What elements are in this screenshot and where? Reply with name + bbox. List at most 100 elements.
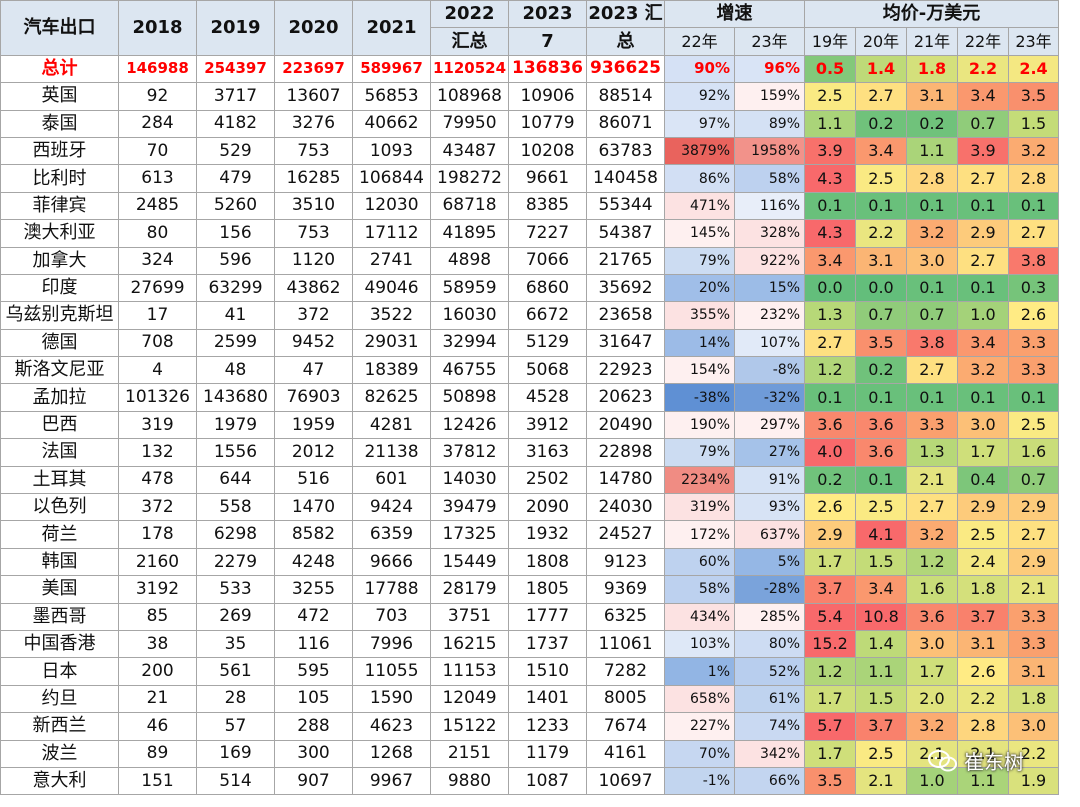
volume-cell[interactable]: 4182 xyxy=(196,109,275,138)
volume-cell[interactable]: 372 xyxy=(274,301,353,330)
volume-cell[interactable]: 1805 xyxy=(508,575,587,604)
volume-cell[interactable]: 29031 xyxy=(352,328,431,358)
volume-cell[interactable]: 132 xyxy=(118,438,197,467)
avg-price-cell[interactable]: 3.0 xyxy=(1008,712,1059,741)
avg-price-cell[interactable]: 2.5 xyxy=(855,493,907,522)
growth-cell[interactable]: 232% xyxy=(734,301,805,330)
growth-cell[interactable]: -8% xyxy=(734,356,805,385)
avg-price-cell[interactable]: 1.7 xyxy=(804,547,856,577)
avg-price-cell[interactable]: 2.8 xyxy=(957,712,1009,741)
avg-price-cell[interactable]: 1.1 xyxy=(957,766,1009,796)
avg-price-cell[interactable]: 5.4 xyxy=(804,602,856,631)
avg-price-cell[interactable]: 1.8 xyxy=(906,54,958,84)
avg-price-cell[interactable]: 2.9 xyxy=(1008,547,1059,577)
volume-cell[interactable]: 2279 xyxy=(196,547,275,577)
growth-cell[interactable]: 107% xyxy=(734,328,805,358)
volume-cell[interactable]: 3717 xyxy=(196,82,275,111)
avg-price-cell[interactable]: 2.4 xyxy=(957,547,1009,577)
growth-cell[interactable]: 90% xyxy=(664,54,735,84)
volume-cell[interactable]: 20623 xyxy=(586,383,665,412)
avg-price-cell[interactable]: 1.1 xyxy=(906,136,958,166)
volume-cell[interactable]: 5068 xyxy=(508,356,587,385)
avg-price-cell[interactable]: 2.2 xyxy=(957,54,1009,84)
avg-price-cell[interactable]: 1.9 xyxy=(1008,766,1059,796)
volume-cell[interactable]: 43862 xyxy=(274,273,353,303)
growth-cell[interactable]: 103% xyxy=(664,629,735,659)
volume-cell[interactable]: 10779 xyxy=(508,109,587,138)
country-name[interactable]: 约旦 xyxy=(0,684,119,714)
avg-price-cell[interactable]: 1.7 xyxy=(804,739,856,768)
avg-price-cell[interactable]: 0.1 xyxy=(804,383,856,412)
avg-price-cell[interactable]: 3.6 xyxy=(855,410,907,440)
avg-price-cell[interactable]: 3.3 xyxy=(1008,629,1059,659)
avg-price-cell[interactable]: 3.3 xyxy=(906,410,958,440)
growth-cell[interactable]: 227% xyxy=(664,712,735,741)
volume-cell[interactable]: 1401 xyxy=(508,684,587,714)
avg-price-cell[interactable]: 0.4 xyxy=(957,465,1009,495)
growth-cell[interactable]: -32% xyxy=(734,383,805,412)
volume-cell[interactable]: 1932 xyxy=(508,520,587,549)
volume-cell[interactable]: 105 xyxy=(274,684,353,714)
volume-cell[interactable]: 1979 xyxy=(196,410,275,440)
avg-price-cell[interactable]: 4.3 xyxy=(804,164,856,193)
volume-cell[interactable]: 85 xyxy=(118,602,197,631)
volume-cell[interactable]: 9661 xyxy=(508,164,587,193)
avg-price-cell[interactable]: 2.5 xyxy=(855,164,907,193)
volume-cell[interactable]: 151 xyxy=(118,766,197,796)
country-name[interactable]: 加拿大 xyxy=(0,246,119,275)
avg-price-cell[interactable]: 3.6 xyxy=(906,602,958,631)
volume-cell[interactable]: 533 xyxy=(196,575,275,604)
volume-cell[interactable]: 11055 xyxy=(352,657,431,686)
volume-cell[interactable]: 12030 xyxy=(352,191,431,221)
avg-price-cell[interactable]: 2.0 xyxy=(906,684,958,714)
volume-cell[interactable]: 5260 xyxy=(196,191,275,221)
volume-cell[interactable]: 46755 xyxy=(430,356,509,385)
volume-cell[interactable]: 48 xyxy=(196,356,275,385)
volume-cell[interactable]: 708 xyxy=(118,328,197,358)
avg-price-cell[interactable]: 0.5 xyxy=(804,54,856,84)
volume-cell[interactable]: 27699 xyxy=(118,273,197,303)
volume-cell[interactable]: 7227 xyxy=(508,219,587,248)
volume-cell[interactable]: 2741 xyxy=(352,246,431,275)
volume-cell[interactable]: 907 xyxy=(274,766,353,796)
growth-cell[interactable]: 80% xyxy=(734,629,805,659)
growth-cell[interactable]: 27% xyxy=(734,438,805,467)
volume-cell[interactable]: 4528 xyxy=(508,383,587,412)
growth-cell[interactable]: 319% xyxy=(664,493,735,522)
growth-cell[interactable]: 60% xyxy=(664,547,735,577)
country-name[interactable]: 孟加拉 xyxy=(0,383,119,412)
growth-cell[interactable]: 20% xyxy=(664,273,735,303)
avg-price-cell[interactable]: 3.3 xyxy=(1008,356,1059,385)
avg-price-cell[interactable]: 2.9 xyxy=(957,219,1009,248)
volume-cell[interactable]: 3751 xyxy=(430,602,509,631)
avg-price-cell[interactable]: 2.4 xyxy=(1008,54,1059,84)
volume-cell[interactable]: 12049 xyxy=(430,684,509,714)
avg-price-cell[interactable]: 0.1 xyxy=(855,383,907,412)
avg-price-cell[interactable]: 3.2 xyxy=(957,356,1009,385)
volume-cell[interactable]: 319 xyxy=(118,410,197,440)
growth-cell[interactable]: 93% xyxy=(734,493,805,522)
avg-price-cell[interactable]: 0.3 xyxy=(1008,273,1059,303)
avg-price-cell[interactable]: 1.7 xyxy=(906,657,958,686)
volume-cell[interactable]: 7066 xyxy=(508,246,587,275)
growth-cell[interactable]: 172% xyxy=(664,520,735,549)
volume-cell[interactable]: 223697 xyxy=(274,54,353,84)
country-name[interactable]: 美国 xyxy=(0,575,119,604)
growth-cell[interactable]: 328% xyxy=(734,219,805,248)
growth-cell[interactable]: 79% xyxy=(664,246,735,275)
avg-price-cell[interactable]: 0.7 xyxy=(855,301,907,330)
avg-price-cell[interactable]: 2.1 xyxy=(1008,575,1059,604)
avg-price-cell[interactable]: 0.1 xyxy=(906,191,958,221)
volume-cell[interactable]: 21765 xyxy=(586,246,665,275)
avg-price-cell[interactable]: 0.1 xyxy=(855,465,907,495)
avg-price-cell[interactable]: 3.0 xyxy=(906,246,958,275)
volume-cell[interactable]: 47 xyxy=(274,356,353,385)
avg-price-cell[interactable]: 0.2 xyxy=(855,356,907,385)
country-name[interactable]: 土耳其 xyxy=(0,465,119,495)
avg-price-cell[interactable]: 3.0 xyxy=(906,629,958,659)
volume-cell[interactable]: 28179 xyxy=(430,575,509,604)
volume-cell[interactable]: 46 xyxy=(118,712,197,741)
country-name[interactable]: 新西兰 xyxy=(0,712,119,741)
avg-price-cell[interactable]: 0.2 xyxy=(906,109,958,138)
avg-price-cell[interactable]: 3.6 xyxy=(804,410,856,440)
